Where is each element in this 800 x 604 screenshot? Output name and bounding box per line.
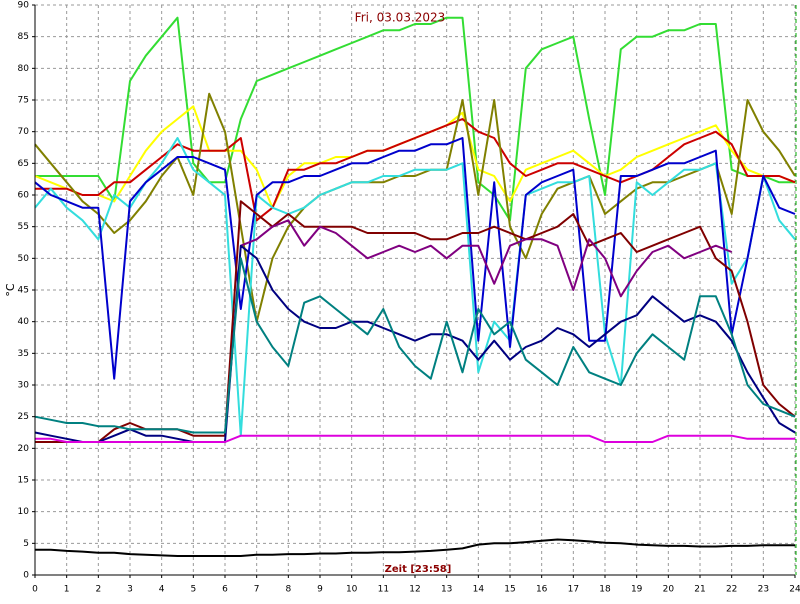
x-tick-label: 6 xyxy=(222,585,228,595)
y-tick-label: 70 xyxy=(18,127,30,137)
x-tick-label: 7 xyxy=(254,585,260,595)
grid xyxy=(34,4,796,576)
lines xyxy=(34,16,796,557)
x-tick-label: 8 xyxy=(285,585,291,595)
y-tick-label: 85 xyxy=(18,32,29,42)
x-tick-label: 16 xyxy=(536,585,548,595)
series-line xyxy=(35,434,795,443)
y-tick-label: 15 xyxy=(18,476,29,486)
x-tick-label: 22 xyxy=(726,585,737,595)
x-tick-label: 14 xyxy=(473,585,485,595)
y-tick-label: 75 xyxy=(18,96,29,106)
x-tick-label: 12 xyxy=(409,585,420,595)
chart-title: Fri, 03.03.2023 xyxy=(355,11,446,25)
y-tick-label: 55 xyxy=(18,222,29,232)
y-tick-label: 40 xyxy=(18,317,30,327)
x-tick-label: 24 xyxy=(789,585,800,595)
x-tick-label: 21 xyxy=(694,585,705,595)
y-tick-label: 25 xyxy=(18,412,29,422)
x-tick-label: 23 xyxy=(758,585,769,595)
series-line xyxy=(240,219,733,298)
x-tick-label: 0 xyxy=(32,585,38,595)
y-tick-label: 10 xyxy=(18,507,30,517)
x-tick-label: 20 xyxy=(663,585,675,595)
y-tick-label: 90 xyxy=(18,1,30,11)
series-line xyxy=(34,244,796,443)
series-line xyxy=(35,118,796,222)
x-tick-label: 1 xyxy=(64,585,70,595)
x-tick-label: 10 xyxy=(346,585,358,595)
y-tick-label: 45 xyxy=(18,286,29,296)
x-tick-label: 5 xyxy=(190,585,196,595)
x-axis-label: Zeit [23:58] xyxy=(385,564,452,575)
series-line xyxy=(34,137,796,437)
x-tick-label: 3 xyxy=(127,585,133,595)
x-tick-label: 13 xyxy=(441,585,452,595)
x-tick-label: 11 xyxy=(378,585,389,595)
series-line xyxy=(34,137,796,380)
x-tick-label: 2 xyxy=(95,585,101,595)
x-tick-label: 4 xyxy=(159,585,165,595)
series-line xyxy=(34,257,796,434)
series-line xyxy=(35,16,795,222)
x-tick-label: 9 xyxy=(317,585,323,595)
y-tick-label: 80 xyxy=(18,64,30,74)
y-axis-label: °C xyxy=(4,283,17,297)
y-tick-label: 60 xyxy=(18,191,30,201)
y-tick-label: 35 xyxy=(18,349,29,359)
x-tick-label: 17 xyxy=(568,585,579,595)
y-tick-label: 5 xyxy=(23,539,29,549)
x-tick-label: 15 xyxy=(504,585,515,595)
y-tick-label: 20 xyxy=(18,444,30,454)
y-tick-label: 65 xyxy=(18,159,29,169)
x-tick-label: 19 xyxy=(631,585,643,595)
x-tick-label: 18 xyxy=(599,585,611,595)
y-tick-label: 0 xyxy=(23,571,29,581)
series-line xyxy=(35,538,795,557)
y-tick-label: 30 xyxy=(18,381,30,391)
y-tick-label: 50 xyxy=(18,254,30,264)
